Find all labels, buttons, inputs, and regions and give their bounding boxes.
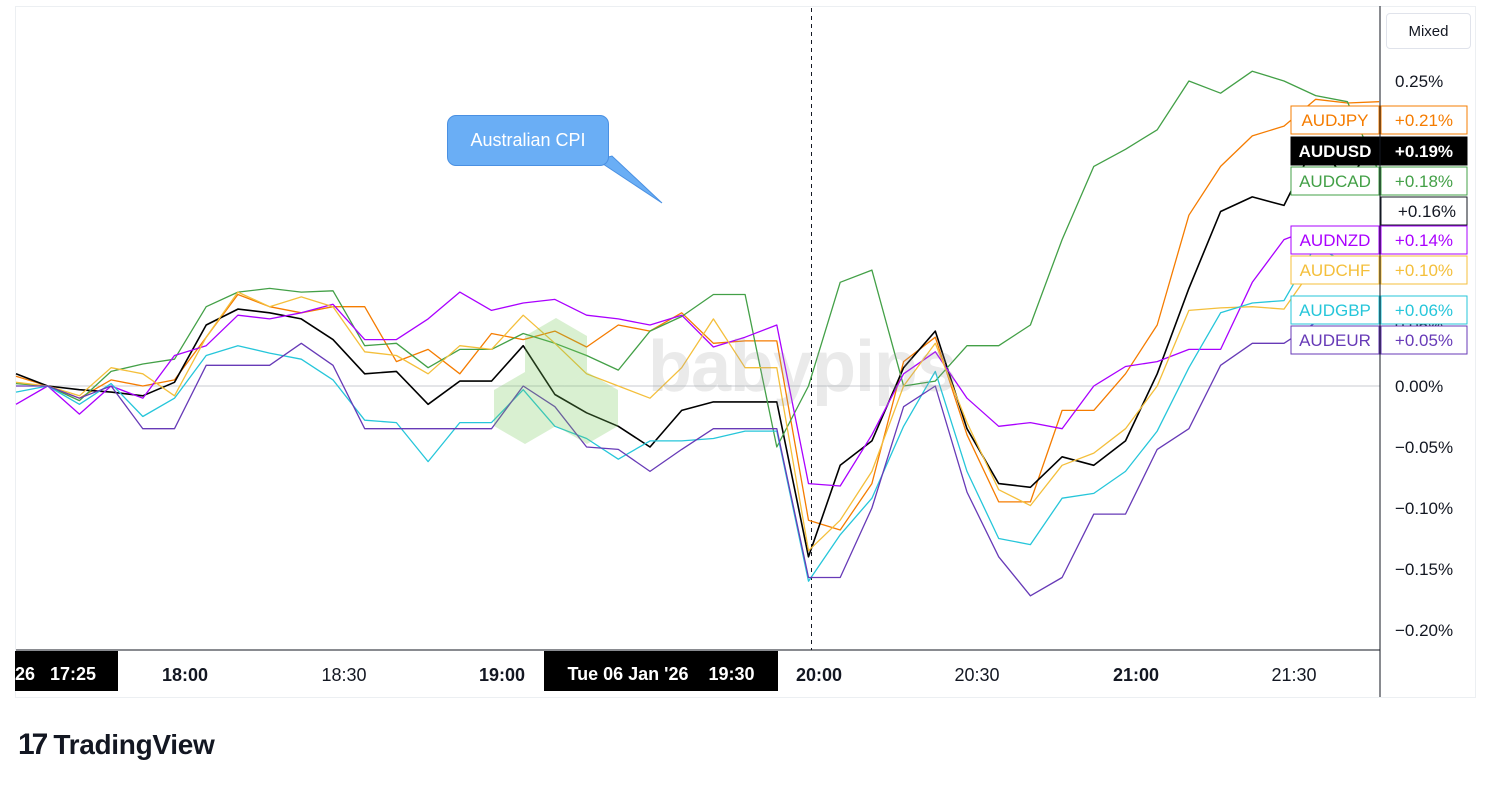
chart-frame [15,6,1476,698]
symbol-name-label: AUDUSD [1299,142,1372,161]
x-tick-label: 20:30 [954,665,999,685]
symbol-value-box-audchf [1380,255,1468,285]
symbol-value-label: +0.10% [1395,261,1453,280]
symbol-name-label: AUDJPY [1301,111,1368,130]
symbol-value-box-audjpy [1380,105,1468,135]
tradingview-logo-mark: 17 [18,728,48,761]
series-line-audchf [15,257,1380,552]
x-tick-label: 18:00 [162,665,208,685]
last-value-labels: AUDJPY +0.21% AUDUSD +0.19% AUDCAD +0.18% AUDN… [1290,105,1468,355]
y-tick-label: −0.20% [1395,621,1453,640]
symbol-value-label: +0.19% [1395,142,1453,161]
axes [16,6,1381,697]
tradingview-logo-text: TradingView [53,729,215,760]
symbol-value-label: +0.21% [1395,111,1453,130]
symbol-value-box-audcad [1380,166,1468,196]
y-tick-label: 0.25% [1395,72,1443,91]
scale-mode-button[interactable]: Mixed [1386,13,1471,49]
y-tick-label: −0.05% [1395,438,1453,457]
symbol-value-box-audnzd [1380,225,1468,255]
crosshair-left-time-label: 26 17:25 [15,664,96,684]
crosshair-price-label: +0.16% [1398,202,1456,221]
x-tick-label: 20:00 [796,665,842,685]
symbol-name-box-audcad [1290,166,1380,196]
symbol-value-box-audeur [1380,325,1468,355]
annotation-pointer [595,155,663,204]
crosshair-price-box [1380,196,1468,226]
symbol-value-box-audgbp [1380,295,1468,325]
symbol-name-label: AUDNZD [1300,231,1371,250]
series-line-audgbp [15,245,1380,582]
y-tick-label: 0.00% [1395,377,1443,396]
symbol-value-label: +0.05% [1395,331,1453,350]
series-line-audnzd [15,226,1380,487]
series-line-audusd [15,137,1380,558]
series-line-audeur [16,299,1380,597]
series-line-audjpy [15,98,1380,531]
x-axis-ticks: 18:00 18:30 19:00 20:00 20:30 21:00 21:30 [162,665,1317,685]
symbol-name-label: AUDCAD [1299,172,1371,191]
tradingview-logo[interactable]: 17 TradingView [18,727,215,763]
annotation-tail [595,155,663,204]
symbol-name-label: AUDGBP [1299,301,1371,320]
symbol-value-box-audusd [1380,136,1468,166]
annotation-callout[interactable]: Australian CPI [447,115,609,166]
symbol-name-label: AUDCHF [1300,261,1371,280]
series-line-audcad [15,70,1380,448]
symbol-value-label: +0.14% [1395,231,1453,250]
x-tick-label: 18:30 [321,665,366,685]
symbol-name-label: AUDEUR [1299,331,1371,350]
symbol-name-box-audnzd [1290,225,1380,255]
crosshair-labels: +0.16% 26 17:25 Tue 06 Jan '26 19:30 [15,196,1468,691]
crosshair-center-time-label: Tue 06 Jan '26 19:30 [567,664,754,684]
symbol-name-box-audusd [1290,136,1380,166]
x-tick-label: 19:00 [479,665,525,685]
symbol-name-box-audchf [1290,255,1380,285]
x-tick-label: 21:30 [1271,665,1316,685]
symbol-name-box-audgbp [1290,295,1380,325]
annotation-label: Australian CPI [470,130,586,150]
symbol-value-label: +0.06% [1395,301,1453,320]
y-tick-label: −0.15% [1395,560,1453,579]
crosshair-left-time-box [15,651,118,691]
symbol-name-box-audeur [1290,325,1380,355]
series-lines [15,70,1380,597]
symbol-name-box-audjpy [1290,105,1380,135]
symbol-value-label: +0.18% [1395,172,1453,191]
y-tick-label: −0.10% [1395,499,1453,518]
crosshair-center-time-box [544,651,778,691]
x-tick-label: 21:00 [1113,665,1159,685]
